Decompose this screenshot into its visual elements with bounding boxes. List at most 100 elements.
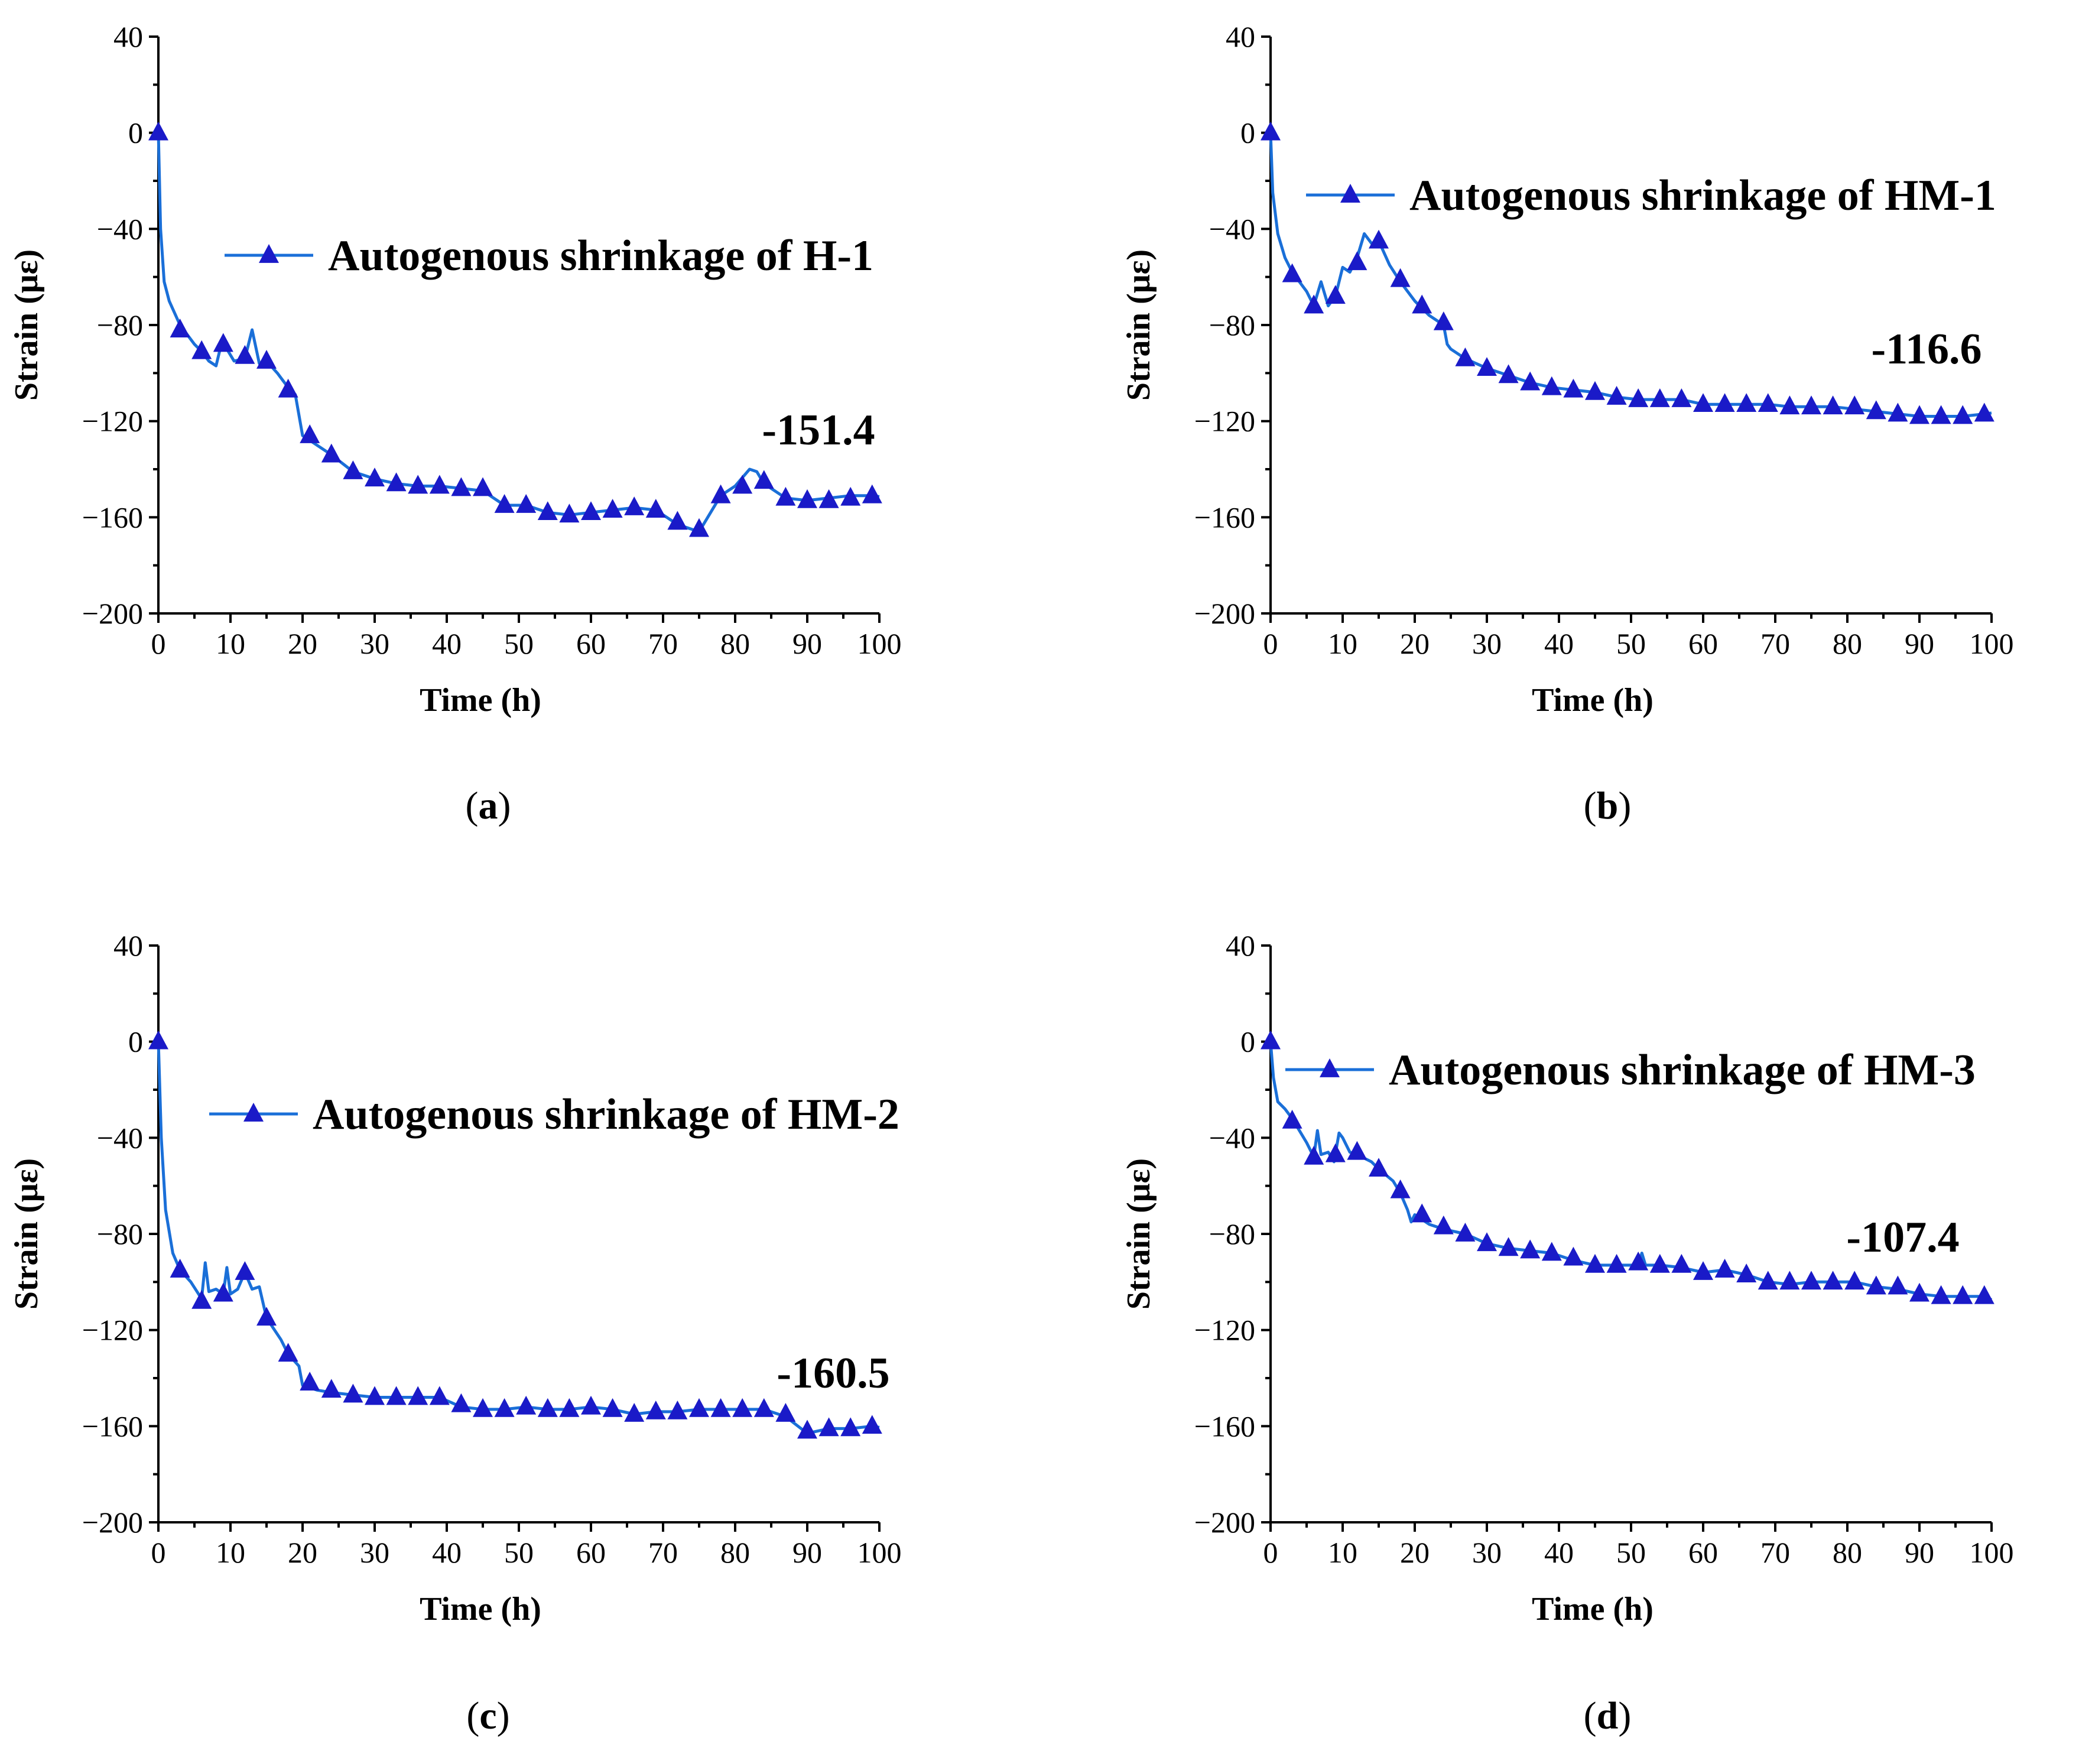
legend-label: Autogenous shrinkage of H-1	[328, 232, 873, 280]
data-point-marker	[494, 494, 515, 513]
data-point-marker	[473, 477, 493, 496]
data-point-marker	[321, 1379, 342, 1398]
data-point-marker	[797, 1419, 817, 1439]
data-point-marker	[191, 1289, 212, 1309]
data-point-marker	[256, 1307, 277, 1326]
data-point-marker	[321, 443, 342, 463]
data-point-marker	[581, 1395, 601, 1415]
y-tick-label: 40	[1226, 929, 1255, 962]
legend-label: Autogenous shrinkage of HM-1	[1409, 171, 1996, 220]
y-tick-label: −200	[82, 1506, 143, 1539]
legend-marker-icon	[259, 244, 279, 263]
data-point-marker	[753, 1398, 774, 1417]
data-point-marker	[365, 1386, 385, 1405]
legend: Autogenous shrinkage of HM-1	[1306, 171, 1996, 220]
data-point-marker	[1585, 1253, 1605, 1273]
data-point-marker	[840, 486, 861, 506]
y-tick-label: −80	[97, 1217, 143, 1250]
final-value-annotation: -160.5	[777, 1349, 889, 1398]
y-axis-title: Strain (με)	[1120, 249, 1157, 401]
x-tick-label: 10	[216, 1536, 245, 1569]
x-tick-label: 10	[1328, 1536, 1357, 1569]
series-line	[157, 132, 880, 534]
data-point-marker	[602, 499, 623, 518]
y-tick-label: −120	[1194, 405, 1255, 438]
data-point-marker	[1909, 1282, 1929, 1302]
data-point-marker	[1347, 251, 1367, 271]
x-tick-label: 100	[857, 627, 902, 660]
data-point-marker	[1541, 1242, 1562, 1261]
x-tick-label: 40	[432, 1536, 462, 1569]
data-point-marker	[732, 475, 753, 494]
x-tick-label: 20	[1400, 1536, 1430, 1569]
x-tick-label: 60	[1688, 627, 1718, 660]
data-point-marker	[818, 489, 839, 508]
data-point-marker	[1347, 1141, 1367, 1160]
y-tick-label: −40	[97, 212, 143, 245]
data-point-marker	[732, 1398, 753, 1417]
data-point-marker	[1866, 1275, 1886, 1295]
data-point-marker	[278, 378, 298, 398]
data-point-marker	[1520, 371, 1541, 391]
x-tick-label: 30	[360, 1536, 389, 1569]
data-point-marker	[1909, 405, 1929, 424]
x-tick-label: 50	[1616, 1536, 1646, 1569]
panel-label: (c)	[466, 1694, 509, 1737]
y-tick-label: −160	[1194, 501, 1255, 534]
data-point-marker	[1325, 285, 1346, 304]
data-point-marker	[170, 1259, 190, 1278]
y-tick-label: −80	[97, 308, 143, 342]
data-point-marker	[1369, 229, 1389, 249]
data-point-marker	[797, 489, 817, 508]
data-point-marker	[386, 472, 407, 492]
y-tick-label: 40	[113, 20, 143, 53]
data-point-marker	[710, 484, 731, 503]
data-point-marker	[1953, 1285, 1973, 1304]
data-point-marker	[1585, 381, 1605, 400]
x-tick-label: 60	[576, 627, 606, 660]
legend-marker-icon	[1320, 1058, 1340, 1077]
y-tick-label: −40	[1209, 212, 1255, 245]
data-point-marker	[602, 1398, 623, 1417]
data-point-marker	[1974, 402, 1994, 422]
x-tick-label: 20	[1400, 627, 1430, 660]
data-point-marker	[1282, 263, 1302, 282]
y-axis-title: Strain (με)	[8, 249, 45, 401]
y-tick-label: −40	[1209, 1121, 1255, 1154]
x-tick-label: 40	[1544, 627, 1574, 660]
data-point-marker	[1325, 1143, 1346, 1162]
data-point-marker	[775, 1403, 796, 1422]
data-point-marker	[1823, 395, 1843, 415]
data-point-marker	[1412, 1203, 1432, 1223]
data-point-marker	[1606, 386, 1627, 405]
data-point-marker	[645, 1400, 666, 1419]
data-point-marker	[1671, 1253, 1692, 1273]
x-tick-label: 0	[1263, 1536, 1278, 1569]
data-point-marker	[1823, 1271, 1843, 1290]
x-tick-label: 10	[216, 627, 245, 660]
data-point-marker	[429, 1386, 450, 1405]
x-tick-label: 0	[1263, 627, 1278, 660]
data-point-marker	[689, 1398, 709, 1417]
data-point-marker	[1282, 1109, 1302, 1129]
data-point-marker	[1974, 1285, 1994, 1304]
data-point-marker	[494, 1398, 515, 1417]
data-point-marker	[862, 484, 882, 503]
data-point-marker	[1455, 1223, 1476, 1242]
x-tick-label: 70	[1760, 1536, 1790, 1569]
data-point-marker	[753, 470, 774, 489]
y-tick-label: −120	[82, 405, 143, 438]
y-tick-label: −40	[97, 1121, 143, 1154]
x-tick-label: 30	[360, 627, 389, 660]
data-point-marker	[1498, 1237, 1519, 1256]
y-tick-label: −120	[1194, 1314, 1255, 1347]
data-point-marker	[1390, 268, 1411, 287]
y-tick-label: 40	[1226, 20, 1255, 53]
y-tick-label: 0	[1240, 1025, 1255, 1058]
data-point-marker	[1369, 1158, 1389, 1177]
y-tick-label: −80	[1209, 308, 1255, 342]
data-point-marker	[645, 499, 666, 518]
data-point-marker	[1736, 1263, 1757, 1282]
data-point-marker	[689, 518, 709, 537]
